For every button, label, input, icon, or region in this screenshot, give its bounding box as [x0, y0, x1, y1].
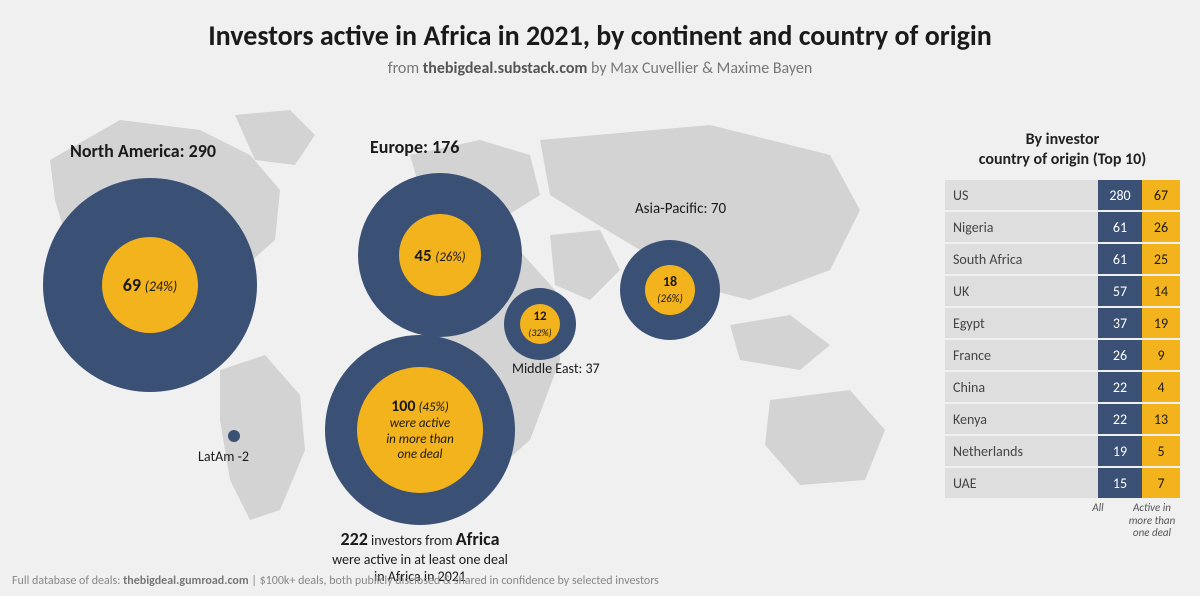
- all-cell: 22: [1098, 372, 1142, 402]
- latam-dot: [228, 430, 240, 442]
- af-line4: one deal: [397, 447, 442, 463]
- country-cell: South Africa: [945, 244, 1098, 274]
- active-cell: 67: [1142, 180, 1180, 210]
- ap-bubble: 18 (26%): [620, 240, 720, 340]
- subtitle-source: thebigdeal.substack.com: [423, 59, 588, 78]
- table-title-l2: country of origin (Top 10): [945, 150, 1180, 170]
- active-cell: 25: [1142, 244, 1180, 274]
- af-bubble: 100 (45%) were active in more than one d…: [325, 335, 515, 525]
- table-row: Nigeria6126: [945, 212, 1180, 242]
- me-value: 12: [533, 309, 546, 324]
- ap-bubble-inner: 18 (26%): [645, 265, 695, 315]
- eu-label: Europe: 176: [370, 136, 459, 158]
- table-row: UAE157: [945, 468, 1180, 498]
- country-cell: UK: [945, 276, 1098, 306]
- af-cap-count: 222: [341, 528, 368, 550]
- af-line3: in more than: [386, 432, 454, 448]
- country-table: By investor country of origin (Top 10) U…: [945, 130, 1180, 540]
- me-bubble-inner: 12 (32%): [520, 304, 560, 344]
- active-cell: 26: [1142, 212, 1180, 242]
- active-cell: 5: [1142, 436, 1180, 466]
- country-cell: Nigeria: [945, 212, 1098, 242]
- af-line2: were active: [390, 416, 450, 432]
- table-row: Kenya2213: [945, 404, 1180, 434]
- all-cell: 19: [1098, 436, 1142, 466]
- af-cap-l2: were active in at least one deal: [320, 551, 520, 569]
- active-cell: 9: [1142, 340, 1180, 370]
- footer-prefix: Full database of deals:: [12, 574, 123, 588]
- table-row: UK5714: [945, 276, 1180, 306]
- table-row: South Africa6125: [945, 244, 1180, 274]
- na-label: North America: 290: [70, 140, 216, 162]
- all-cell: 26: [1098, 340, 1142, 370]
- na-bubble: 69 (24%): [43, 178, 257, 392]
- na-bubble-inner: 69 (24%): [102, 237, 198, 333]
- subtitle: from thebigdeal.substack.com by Max Cuve…: [0, 59, 1200, 78]
- na-value: 69: [123, 274, 141, 296]
- ap-pct: (26%): [657, 292, 683, 305]
- all-cell: 15: [1098, 468, 1142, 498]
- me-pct: (32%): [528, 326, 551, 339]
- table-legend: All Active in more than one deal: [945, 502, 1180, 540]
- footer-link: thebigdeal.gumroad.com: [123, 574, 249, 588]
- active-cell: 13: [1142, 404, 1180, 434]
- table-title-l1: By investor: [945, 130, 1180, 150]
- table-row: Egypt3719: [945, 308, 1180, 338]
- na-pct: (24%): [145, 278, 178, 295]
- af-cap-mid: investors from: [368, 532, 456, 549]
- all-cell: 37: [1098, 308, 1142, 338]
- all-cell: 22: [1098, 404, 1142, 434]
- eu-value: 45: [414, 245, 431, 266]
- subtitle-prefix: from: [388, 59, 423, 78]
- country-cell: Kenya: [945, 404, 1098, 434]
- table-title: By investor country of origin (Top 10): [945, 130, 1180, 170]
- legend-active: Active in more than one deal: [1124, 502, 1180, 540]
- footer: Full database of deals: thebigdeal.gumro…: [12, 574, 659, 588]
- footer-rest: | $100k+ deals, both publicly disclosed …: [249, 574, 659, 588]
- country-cell: China: [945, 372, 1098, 402]
- af-value: 100: [391, 397, 415, 416]
- eu-bubble: 45 (26%): [358, 173, 522, 337]
- legend-all: All: [1076, 502, 1120, 540]
- active-cell: 14: [1142, 276, 1180, 306]
- ap-label: Asia-Pacific: 70: [635, 200, 726, 218]
- eu-pct: (26%): [435, 250, 465, 265]
- me-label: Middle East: 37: [512, 360, 600, 377]
- all-cell: 61: [1098, 244, 1142, 274]
- active-cell: 7: [1142, 468, 1180, 498]
- table-row: France269: [945, 340, 1180, 370]
- af-bubble-inner: 100 (45%) were active in more than one d…: [357, 367, 483, 493]
- all-cell: 57: [1098, 276, 1142, 306]
- ap-value: 18: [663, 273, 677, 290]
- active-cell: 4: [1142, 372, 1180, 402]
- me-bubble: 12 (32%): [504, 288, 576, 360]
- af-pct: (45%): [418, 400, 448, 415]
- active-cell: 19: [1142, 308, 1180, 338]
- all-cell: 280: [1098, 180, 1142, 210]
- table-row: China224: [945, 372, 1180, 402]
- country-cell: US: [945, 180, 1098, 210]
- country-cell: Egypt: [945, 308, 1098, 338]
- page-title: Investors active in Africa in 2021, by c…: [0, 0, 1200, 53]
- all-cell: 61: [1098, 212, 1142, 242]
- country-cell: France: [945, 340, 1098, 370]
- table-row: Netherlands195: [945, 436, 1180, 466]
- map-area: North America: 290 69 (24%) Europe: 176 …: [0, 100, 940, 540]
- af-cap-africa: Africa: [456, 528, 500, 550]
- latam-label: LatAm -2: [198, 448, 249, 465]
- subtitle-by: by Max Cuvellier & Maxime Bayen: [587, 59, 812, 78]
- table-row: US28067: [945, 180, 1180, 210]
- eu-bubble-inner: 45 (26%): [399, 214, 481, 296]
- country-cell: Netherlands: [945, 436, 1098, 466]
- country-cell: UAE: [945, 468, 1098, 498]
